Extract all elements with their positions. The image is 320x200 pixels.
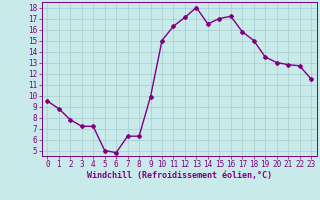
- X-axis label: Windchill (Refroidissement éolien,°C): Windchill (Refroidissement éolien,°C): [87, 171, 272, 180]
